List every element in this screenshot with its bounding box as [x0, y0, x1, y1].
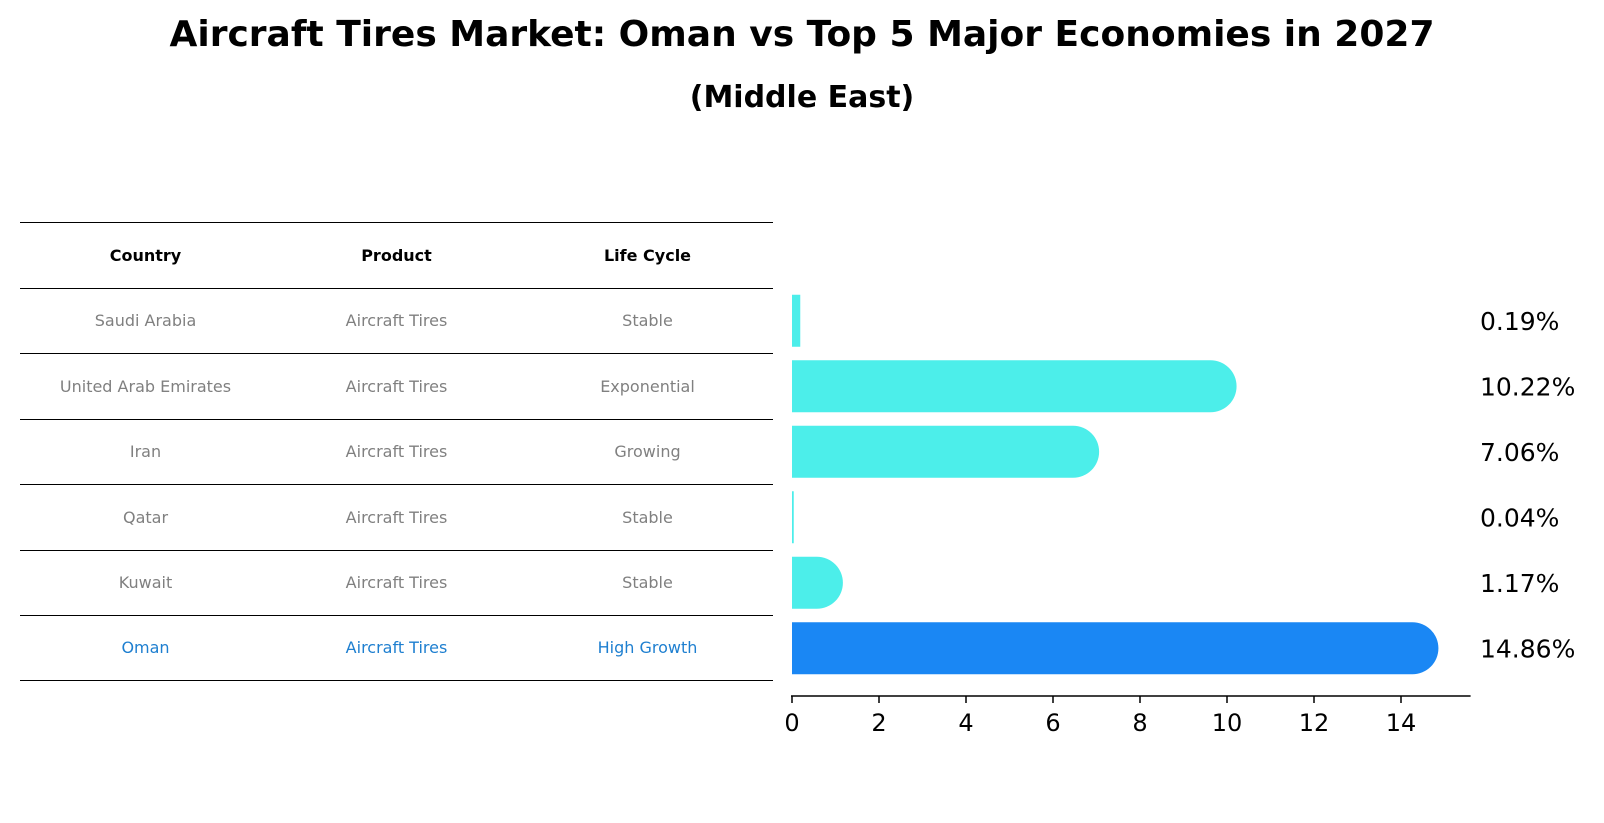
- x-tick-label: 2: [871, 709, 886, 737]
- bar-value-label: 14.86%: [1480, 634, 1575, 663]
- chart-subtitle: (Middle East): [689, 80, 915, 115]
- cell-product: Aircraft Tires: [345, 638, 448, 658]
- cell-product: Aircraft Tires: [345, 376, 448, 396]
- cell-life-cycle: High Growth: [597, 638, 698, 658]
- bar: [792, 294, 801, 347]
- x-tick-label: 8: [1132, 709, 1147, 737]
- cell-country: Qatar: [122, 507, 169, 527]
- cell-country: Saudi Arabia: [94, 311, 197, 331]
- cell-country: United Arab Emirates: [59, 376, 232, 396]
- data-table: Country Product Life Cycle Saudi Arabia …: [20, 222, 773, 681]
- bar-value-label: 10.22%: [1480, 372, 1575, 401]
- cell-life-cycle: Stable: [622, 573, 673, 593]
- bar-value-label: 0.19%: [1480, 307, 1559, 336]
- table-row: United Arab Emirates Aircraft Tires Expo…: [20, 353, 773, 419]
- cell-life-cycle: Stable: [622, 311, 673, 331]
- bar-value-label: 0.04%: [1480, 503, 1559, 532]
- bar: [792, 425, 1100, 478]
- x-tick-label: 0: [784, 709, 799, 737]
- x-tick-label: 4: [958, 709, 973, 737]
- header-life-cycle: Life Cycle: [603, 245, 692, 265]
- bar: [792, 491, 794, 544]
- table-row: Kuwait Aircraft Tires Stable: [20, 549, 773, 616]
- cell-country: Iran: [129, 442, 162, 462]
- table-row: Qatar Aircraft Tires Stable: [20, 484, 773, 550]
- bar-value-label: 7.06%: [1480, 438, 1559, 467]
- bar: [792, 556, 843, 609]
- cell-product: Aircraft Tires: [345, 311, 448, 331]
- cell-product: Aircraft Tires: [345, 442, 448, 462]
- table-row: Iran Aircraft Tires Growing: [20, 418, 773, 485]
- table-row-highlight: Oman Aircraft Tires High Growth: [20, 615, 773, 681]
- header-product: Product: [361, 245, 432, 265]
- cell-life-cycle: Growing: [614, 442, 681, 462]
- header-country: Country: [109, 245, 182, 265]
- cell-country: Kuwait: [118, 573, 173, 593]
- table-row: Saudi Arabia Aircraft Tires Stable: [20, 287, 773, 354]
- cell-life-cycle: Stable: [622, 507, 673, 527]
- table-header-row: Country Product Life Cycle: [20, 222, 773, 288]
- cell-product: Aircraft Tires: [345, 507, 448, 527]
- bar-value-label: 1.17%: [1480, 569, 1559, 598]
- cell-product: Aircraft Tires: [345, 573, 448, 593]
- x-tick-label: 14: [1386, 709, 1417, 737]
- bar: [792, 360, 1237, 413]
- x-tick-label: 12: [1299, 709, 1330, 737]
- x-tick-label: 10: [1212, 709, 1243, 737]
- x-tick-label: 6: [1045, 709, 1060, 737]
- cell-country: Oman: [121, 638, 170, 658]
- bar-highlight: [792, 622, 1439, 675]
- chart-title: Aircraft Tires Market: Oman vs Top 5 Maj…: [169, 14, 1435, 55]
- cell-life-cycle: Exponential: [600, 376, 695, 396]
